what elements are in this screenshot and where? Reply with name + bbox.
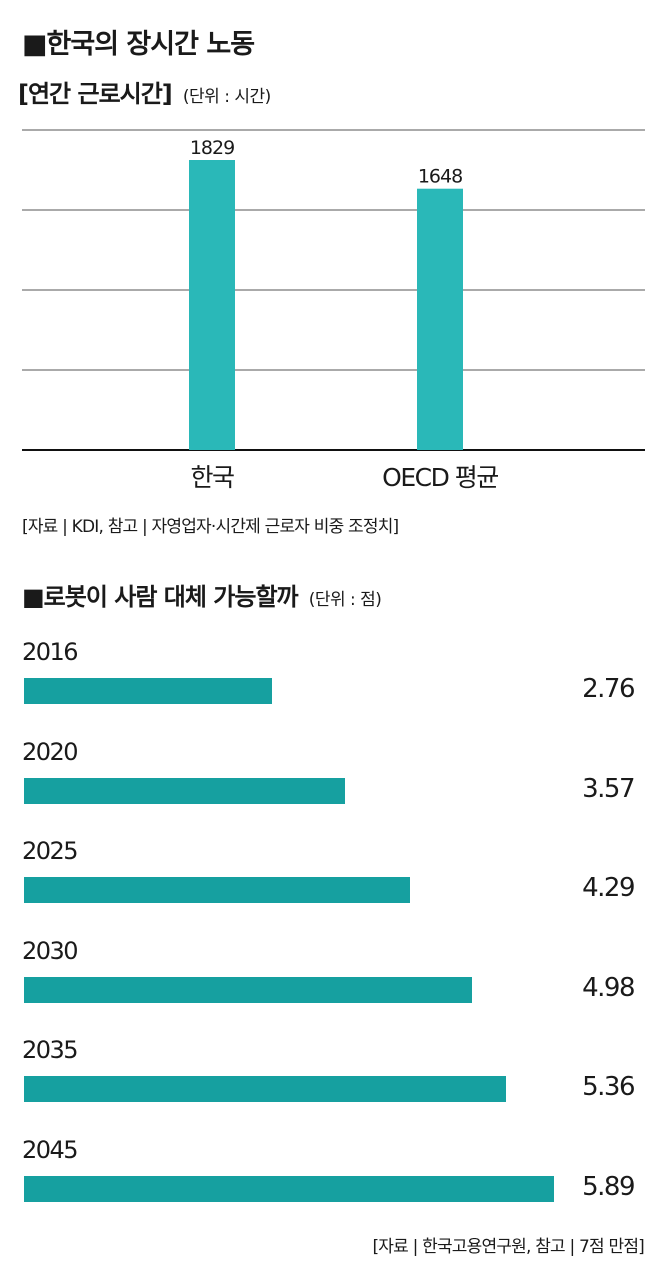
chart1-source: [자료 | KDI, 참고 | 자영업자·시간제 근로자 비중 조정치] xyxy=(22,517,399,537)
data-label: 1648 xyxy=(418,166,462,188)
bar-oecd-average xyxy=(417,188,463,451)
chart1-subtitle-row: [연간 근로시간] (단위 : 시간) xyxy=(18,74,271,109)
year-label: 2020 xyxy=(22,737,79,766)
bar-2030 xyxy=(24,976,472,1003)
chart1-subtitle: [연간 근로시간] xyxy=(18,80,173,108)
bar-2045 xyxy=(24,1175,554,1202)
vertical-bar-chart: 1829 한국 1648 OECD 평균 xyxy=(22,129,645,492)
data-label: 4.29 xyxy=(582,873,635,903)
year-label: 2030 xyxy=(22,936,79,965)
data-label: 1829 xyxy=(190,137,234,159)
bar-2020 xyxy=(24,777,345,804)
bar-2035 xyxy=(24,1076,506,1102)
data-label: 2.76 xyxy=(582,674,635,704)
category-label: 한국 xyxy=(190,463,234,492)
chart2-unit: (단위 : 점) xyxy=(308,590,382,610)
data-label: 3.57 xyxy=(582,773,635,804)
chart2-title: ■로봇이 사람 대체 가능할까 xyxy=(22,583,299,611)
chart2-title-row: ■로봇이 사람 대체 가능할까 (단위 : 점) xyxy=(22,577,382,612)
year-label: 2035 xyxy=(22,1036,79,1064)
chart1-title: ■한국의 장시간 노동 xyxy=(22,29,255,60)
chart1-unit: (단위 : 시간) xyxy=(182,87,271,107)
bar-korea xyxy=(189,160,235,450)
bar-2016 xyxy=(24,678,272,704)
data-label: 5.89 xyxy=(582,1171,635,1202)
bar-2025 xyxy=(24,877,410,903)
horizontal-bar-chart: 2016 2.76 2020 3.57 2025 4.29 2030 4.98 2035 5.36… xyxy=(0,630,658,1210)
year-label: 2045 xyxy=(22,1135,79,1164)
category-label: OECD 평균 xyxy=(382,463,498,492)
year-label: 2016 xyxy=(22,638,79,666)
year-label: 2025 xyxy=(22,837,79,865)
data-label: 4.98 xyxy=(582,972,635,1003)
data-label: 5.36 xyxy=(582,1072,635,1102)
chart2-source: [자료 | 한국고용연구원, 참고 | 7점 만점] xyxy=(372,1237,644,1257)
